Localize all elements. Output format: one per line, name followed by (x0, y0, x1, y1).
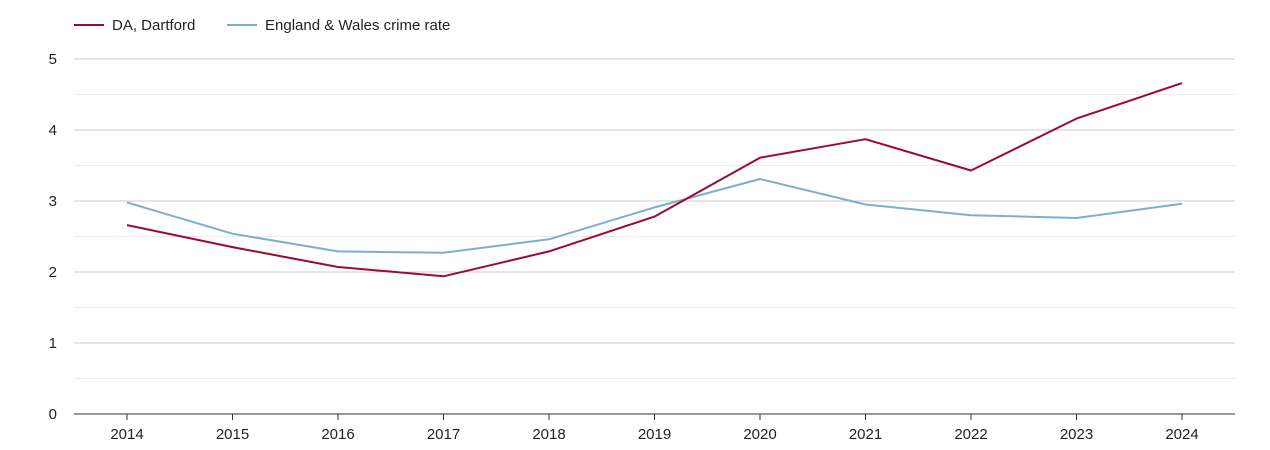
x-axis: 2014 2015 2016 2017 2018 2019 2020 2021 2022 2023… (74, 413, 1235, 443)
x-tick-label: 2018 (532, 426, 565, 443)
x-tick-label: 2019 (638, 426, 671, 443)
x-tick-label: 2015 (216, 426, 249, 443)
x-tick-label: 2014 (110, 426, 143, 443)
grid-lines (74, 58, 1235, 379)
legend-label-dartford: DA, Dartford (112, 17, 195, 34)
x-tick-label: 2017 (427, 426, 460, 443)
y-axis-labels: 0 1 2 3 4 5 (49, 51, 57, 423)
x-tick-label: 2016 (321, 426, 354, 443)
y-tick-label: 3 (49, 193, 57, 210)
legend-label-england-wales: England & Wales crime rate (265, 17, 450, 34)
y-tick-label: 0 (49, 406, 57, 423)
x-tick-label: 2020 (743, 426, 776, 443)
y-tick-label: 5 (49, 51, 57, 68)
y-tick-label: 4 (49, 122, 57, 139)
x-tick-label: 2021 (849, 426, 882, 443)
series-line-dartford (126, 82, 1183, 278)
y-tick-label: 1 (49, 335, 57, 352)
series-line-england-wales (126, 178, 1183, 254)
x-tick-label: 2022 (954, 426, 987, 443)
legend: DA, Dartford England & Wales crime rate (74, 17, 450, 34)
x-tick-label: 2024 (1165, 426, 1198, 443)
y-tick-label: 2 (49, 264, 57, 281)
x-tick-label: 2023 (1060, 426, 1093, 443)
series-lines (126, 82, 1183, 278)
